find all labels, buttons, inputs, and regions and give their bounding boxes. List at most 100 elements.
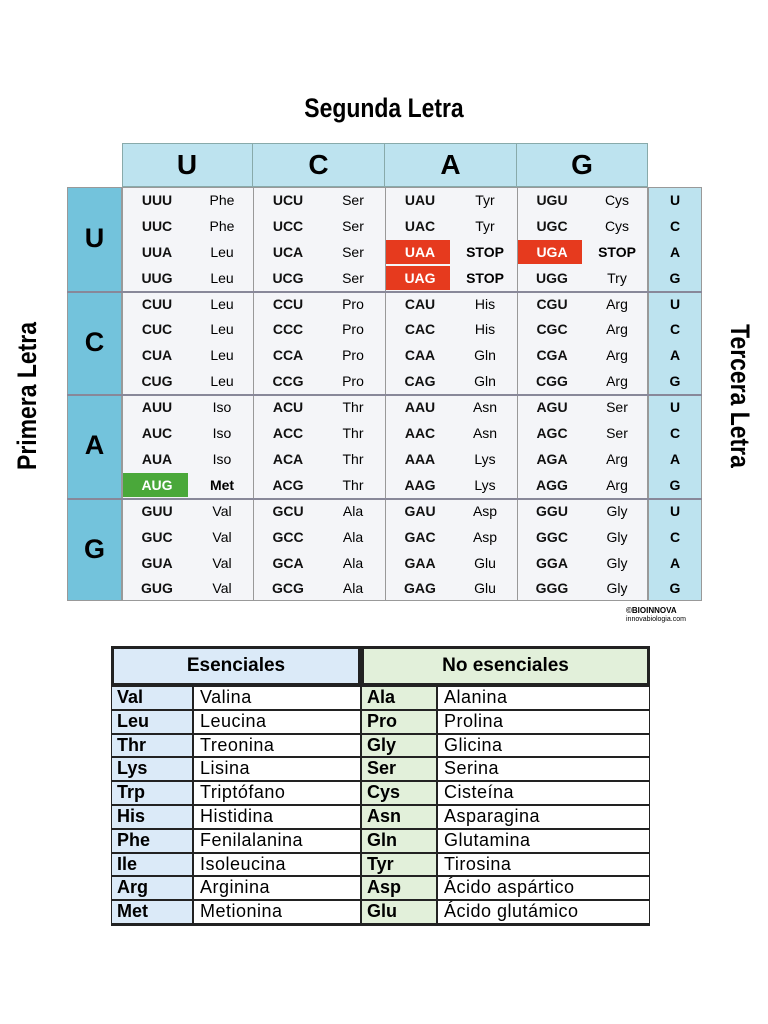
codon: AAG <box>404 476 436 493</box>
amino-acid: Leu <box>210 321 234 338</box>
codon: CAG <box>404 373 436 390</box>
amino-acid: His <box>474 321 496 338</box>
codon-highlight <box>386 239 450 264</box>
codon: CAU <box>404 295 436 312</box>
codon: GCG <box>272 580 304 597</box>
name: Metionina <box>193 900 361 924</box>
amino-acid: Iso <box>212 425 232 442</box>
abbr: Cys <box>361 781 437 805</box>
first-letter: G <box>83 534 105 565</box>
codon: UUA <box>141 243 173 260</box>
third-letter: A <box>669 554 681 571</box>
codon: UGU <box>536 191 568 208</box>
codon: GAA <box>404 554 436 571</box>
amino-acid: Leu <box>210 269 234 286</box>
amino-acid: Val <box>212 528 232 545</box>
codon: ACC <box>272 425 304 442</box>
name: Tirosina <box>437 852 650 877</box>
codon: AUG <box>141 476 173 493</box>
codon: CGC <box>536 321 568 338</box>
amino-acid: Gly <box>606 580 628 597</box>
third-letter: G <box>669 476 681 493</box>
codon: GAG <box>404 580 436 597</box>
codon: CUA <box>141 347 173 364</box>
codon: AGC <box>536 425 568 442</box>
abbr: Thr <box>111 733 193 758</box>
codon: GCA <box>272 554 304 571</box>
amino-acid: Arg <box>606 450 628 467</box>
codon: GCU <box>272 502 304 519</box>
amino-acid: Lys <box>474 450 496 467</box>
codon: UAA <box>404 243 436 260</box>
amino-acid: Tyr <box>475 217 495 234</box>
codon: AGG <box>536 476 568 493</box>
codon: UAU <box>404 191 436 208</box>
header-left: Esenciales <box>111 646 361 686</box>
name: Leucina <box>193 709 361 734</box>
amino-acid: Gln <box>474 373 496 390</box>
codon: AAA <box>404 450 436 467</box>
first-letter: C <box>84 326 105 357</box>
third-letter: C <box>669 321 681 338</box>
third-letter: G <box>669 373 681 390</box>
amino-acid: Pro <box>342 295 364 312</box>
amino-acid: Pro <box>342 373 364 390</box>
codon: GGA <box>536 554 568 571</box>
codon: UUG <box>141 269 173 286</box>
name: Prolina <box>437 709 650 734</box>
amino-acid: Iso <box>212 399 232 416</box>
amino-acid: Glu <box>474 554 496 571</box>
name: Lisina <box>193 757 361 782</box>
codon: UUU <box>141 191 173 208</box>
codon-highlight <box>123 472 188 497</box>
codon: AUC <box>141 425 173 442</box>
codon: CUC <box>141 321 173 338</box>
third-letter: C <box>669 528 681 545</box>
second-letter: C <box>253 143 385 187</box>
third-letter: A <box>669 347 681 364</box>
credit-site: innovabiologia.com <box>626 616 686 623</box>
codon: GAU <box>404 502 436 519</box>
codon: AUU <box>141 399 173 416</box>
abbr: Ala <box>361 686 437 710</box>
name: Isoleucina <box>193 852 361 877</box>
codon: GAC <box>404 528 436 545</box>
left-label: Primera Letra <box>11 322 42 470</box>
amino-acid: Leu <box>210 295 234 312</box>
amino-acid: Phe <box>209 217 235 234</box>
amino-acid: Ser <box>342 191 364 208</box>
codon: AGA <box>536 450 568 467</box>
title: Segunda Letra <box>304 92 464 123</box>
abbr: Ser <box>361 757 437 782</box>
abbr: Gln <box>361 828 437 853</box>
codon: AAC <box>404 425 436 442</box>
codon: AGU <box>536 399 568 416</box>
amino-acid: Ala <box>342 580 364 597</box>
name: Fenilalanina <box>193 828 361 853</box>
name: Treonina <box>193 733 361 758</box>
amino-acid: Thr <box>342 399 364 416</box>
codon: GGU <box>536 502 568 519</box>
name: Glicina <box>437 733 650 758</box>
name: Arginina <box>193 876 361 901</box>
name: Triptófano <box>193 781 361 805</box>
abbr: Asp <box>361 876 437 901</box>
block-line <box>67 290 702 293</box>
abbr: Arg <box>111 876 193 901</box>
name: Alanina <box>437 686 650 710</box>
amino-acid: Arg <box>606 347 628 364</box>
amino-acid: Met <box>209 476 235 493</box>
third-letter: C <box>669 217 681 234</box>
amino-acid: Asp <box>472 528 498 545</box>
amino-acid: Leu <box>210 373 234 390</box>
amino-acid: Gly <box>606 502 628 519</box>
codon-highlight <box>386 265 450 290</box>
name: Ácido aspártico <box>437 876 650 901</box>
amino-acid: Phe <box>209 191 235 208</box>
abbr: Gly <box>361 733 437 758</box>
codon: UCU <box>272 191 304 208</box>
third-letter: U <box>669 502 681 519</box>
amino-acid: Try <box>607 269 627 286</box>
amino-acid: Ser <box>342 269 364 286</box>
